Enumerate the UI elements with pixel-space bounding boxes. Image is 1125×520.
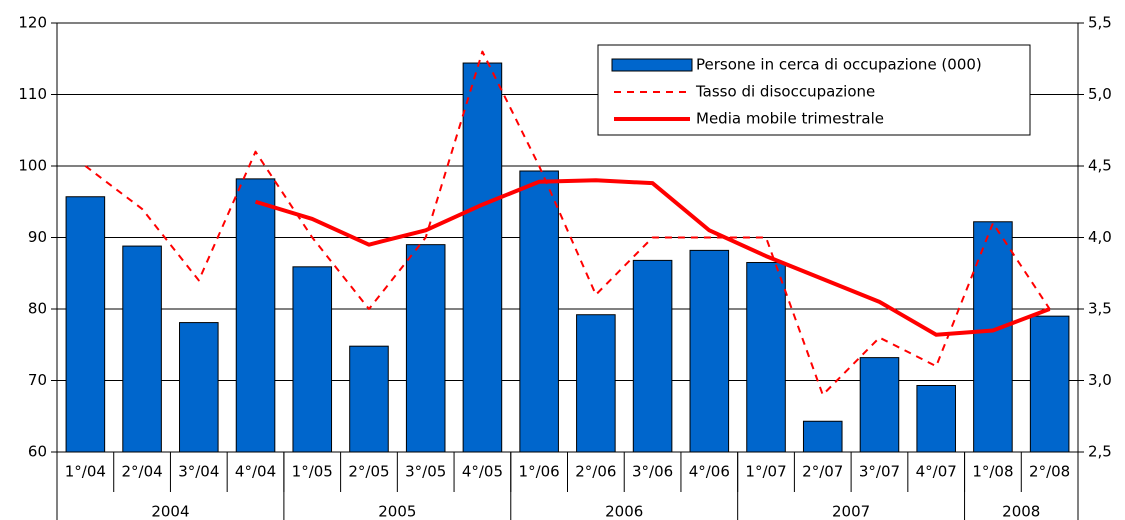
- x-tick-label: 2°/06: [575, 463, 616, 481]
- bar: [405, 244, 446, 453]
- y-tick-label: 90: [28, 228, 47, 246]
- x-tick-label: 1°/07: [745, 463, 786, 481]
- x-tick-label: 2°/07: [802, 463, 843, 481]
- x-tick-label: 1°/06: [519, 463, 560, 481]
- x-group-label: 2004: [151, 503, 189, 520]
- x-tick-label: 2°/08: [1029, 463, 1070, 481]
- x-tick-label: 3°/06: [632, 463, 673, 481]
- bar: [746, 262, 786, 453]
- legend: Persone in cerca di occupazione (000) Tas…: [597, 44, 1031, 136]
- y-tick-label: 80: [28, 300, 47, 318]
- y2-tick-label: 4,0: [1088, 228, 1112, 246]
- legend-label: Persone in cerca di occupazione (000): [696, 56, 982, 74]
- bar: [689, 249, 730, 453]
- bar: [859, 357, 900, 453]
- bar: [973, 221, 1013, 453]
- x-tick-label: 1°/04: [65, 463, 106, 481]
- x-tick-label: 3°/05: [405, 463, 446, 481]
- x-tick-label: 1°/05: [292, 463, 333, 481]
- bar: [122, 245, 162, 453]
- x-tick-label: 4°/07: [916, 463, 957, 481]
- x-tick-label: 4°/05: [462, 463, 503, 481]
- y-tick-label: 110: [18, 85, 47, 103]
- bar: [519, 170, 559, 453]
- y-tick-label: 70: [28, 371, 47, 389]
- line: [84, 50, 1051, 396]
- y2-tick-label: 3,0: [1088, 371, 1112, 389]
- x-group-label: 2007: [832, 503, 870, 520]
- x-tick-label: 2°/05: [348, 463, 389, 481]
- legend-label: Media mobile trimestrale: [696, 110, 884, 128]
- y-tick-label: 60: [28, 443, 47, 461]
- line: [254, 178, 1051, 337]
- y2-tick-label: 5,0: [1088, 85, 1112, 103]
- bar: [179, 322, 219, 453]
- legend-label: Tasso di disoccupazione: [695, 83, 875, 101]
- x-tick-label: 3°/07: [859, 463, 900, 481]
- y2-tick-label: 3,5: [1088, 300, 1112, 318]
- y-tick-label: 120: [18, 14, 47, 32]
- x-tick-label: 3°/04: [178, 463, 219, 481]
- bar: [462, 62, 503, 453]
- bar: [349, 345, 389, 453]
- x-tick-label: 1°/08: [972, 463, 1013, 481]
- y2-tick-label: 5,5: [1088, 14, 1112, 32]
- bar: [576, 314, 616, 453]
- bar: [235, 178, 276, 453]
- y2-tick-label: 2,5: [1088, 443, 1112, 461]
- bar: [916, 385, 956, 453]
- bar: [632, 259, 673, 453]
- x-group-label: 2006: [605, 503, 643, 520]
- bar: [292, 266, 333, 453]
- legend-swatch: [611, 58, 693, 72]
- bar: [65, 196, 106, 453]
- x-group-label: 2008: [1002, 503, 1040, 520]
- x-group-label: 2005: [378, 503, 416, 520]
- x-tick-label: 4°/04: [235, 463, 276, 481]
- y-tick-label: 100: [18, 157, 47, 175]
- x-tick-label: 4°/06: [689, 463, 730, 481]
- bar: [1029, 315, 1070, 453]
- y2-tick-label: 4,5: [1088, 157, 1112, 175]
- x-tick-label: 2°/04: [121, 463, 162, 481]
- bar: [802, 420, 843, 453]
